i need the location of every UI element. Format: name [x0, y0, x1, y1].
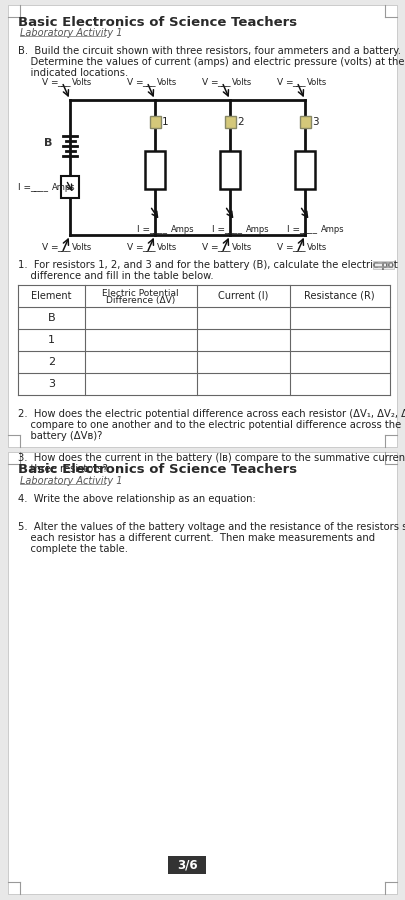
- Text: Volts: Volts: [307, 78, 327, 87]
- Text: Amps: Amps: [171, 225, 195, 234]
- Text: 1: 1: [48, 335, 55, 345]
- Bar: [224, 116, 235, 128]
- Text: Laboratory Activity 1: Laboratory Activity 1: [20, 476, 122, 486]
- Text: three resistors?: three resistors?: [18, 464, 108, 474]
- Text: I =: I =: [212, 225, 225, 234]
- Text: Basic Electronics of Science Teachers: Basic Electronics of Science Teachers: [18, 463, 297, 476]
- Text: ___: ___: [142, 78, 156, 87]
- Text: 4.  Write the above relationship as an equation:: 4. Write the above relationship as an eq…: [18, 494, 256, 504]
- Bar: [220, 151, 240, 189]
- Text: ___: ___: [57, 243, 70, 252]
- Text: V =: V =: [42, 78, 58, 87]
- Text: B: B: [44, 138, 52, 148]
- Text: V =: V =: [202, 78, 219, 87]
- Text: Determine the values of current (amps) and electric pressure (volts) at the: Determine the values of current (amps) a…: [18, 57, 405, 67]
- Bar: [373, 261, 394, 269]
- Text: Resistance (R): Resistance (R): [305, 291, 375, 301]
- Text: 1.  For resistors 1, 2, and 3 and for the battery (B), calculate the electric po: 1. For resistors 1, 2, and 3 and for the…: [18, 260, 398, 270]
- Text: V =: V =: [202, 243, 219, 252]
- Text: ___: ___: [142, 243, 156, 252]
- Text: Volts: Volts: [157, 78, 177, 87]
- Text: ___: ___: [292, 78, 305, 87]
- Text: Volts: Volts: [72, 243, 92, 252]
- Bar: [61, 176, 79, 198]
- Text: Amps: Amps: [52, 183, 76, 192]
- Bar: [295, 151, 315, 189]
- Text: B: B: [48, 313, 55, 323]
- Text: ___: ___: [292, 243, 305, 252]
- Text: battery (ΔVʙ)?: battery (ΔVʙ)?: [18, 431, 102, 441]
- Text: I =: I =: [287, 225, 300, 234]
- Text: ___: ___: [217, 243, 230, 252]
- Text: I =: I =: [137, 225, 150, 234]
- Text: 3/6: 3/6: [177, 859, 197, 871]
- Text: 2.  How does the electric potential difference across each resistor (ΔV₁, ΔV₂, Δ: 2. How does the electric potential diffe…: [18, 409, 405, 419]
- Text: V =: V =: [127, 243, 143, 252]
- Text: Electric Potential: Electric Potential: [102, 289, 179, 298]
- Text: each resistor has a different current.  Then make measurements and: each resistor has a different current. T…: [18, 533, 375, 543]
- Text: indicated locations.: indicated locations.: [18, 68, 128, 78]
- Text: I =: I =: [18, 183, 31, 192]
- Text: 5.  Alter the values of the battery voltage and the resistance of the resistors : 5. Alter the values of the battery volta…: [18, 522, 405, 532]
- Text: Volts: Volts: [157, 243, 177, 252]
- Bar: [149, 116, 160, 128]
- Text: ____: ____: [149, 225, 167, 234]
- Text: 1: 1: [162, 117, 168, 127]
- Text: 3.  How does the current in the battery (Iʙ) compare to the summative current in: 3. How does the current in the battery (…: [18, 453, 405, 463]
- Text: Amps: Amps: [246, 225, 270, 234]
- Text: complete the table.: complete the table.: [18, 544, 128, 554]
- Text: V =: V =: [277, 243, 294, 252]
- Bar: [168, 856, 206, 874]
- Text: V =: V =: [42, 243, 58, 252]
- Text: V =: V =: [127, 78, 143, 87]
- Text: ____: ____: [30, 183, 48, 192]
- Text: Amps: Amps: [321, 225, 345, 234]
- Text: Current (I): Current (I): [218, 291, 268, 301]
- Text: 2: 2: [237, 117, 244, 127]
- Bar: [8, 5, 397, 447]
- Text: Laboratory Activity 1: Laboratory Activity 1: [20, 28, 122, 38]
- Text: 3: 3: [48, 379, 55, 389]
- Text: 3: 3: [312, 117, 319, 127]
- Text: Volts: Volts: [72, 78, 92, 87]
- Text: ____: ____: [299, 225, 317, 234]
- Bar: [145, 151, 165, 189]
- Bar: [8, 452, 397, 894]
- Text: Volts: Volts: [307, 243, 327, 252]
- Text: Basic Electronics of Science Teachers: Basic Electronics of Science Teachers: [18, 16, 297, 29]
- Text: Volts: Volts: [232, 78, 252, 87]
- Text: B.  Build the circuit shown with three resistors, four ammeters and a battery.: B. Build the circuit shown with three re…: [18, 46, 401, 56]
- Text: ___: ___: [57, 78, 70, 87]
- Bar: [300, 116, 311, 128]
- Text: Difference (ΔV): Difference (ΔV): [106, 296, 175, 305]
- Text: Volts: Volts: [232, 243, 252, 252]
- Text: ____: ____: [224, 225, 242, 234]
- Text: ___: ___: [217, 78, 230, 87]
- Text: difference and fill in the table below.: difference and fill in the table below.: [18, 271, 213, 281]
- Text: 2: 2: [48, 357, 55, 367]
- Text: compare to one another and to the electric potential difference across the: compare to one another and to the electr…: [18, 420, 401, 430]
- Text: Element: Element: [31, 291, 72, 301]
- Text: V =: V =: [277, 78, 294, 87]
